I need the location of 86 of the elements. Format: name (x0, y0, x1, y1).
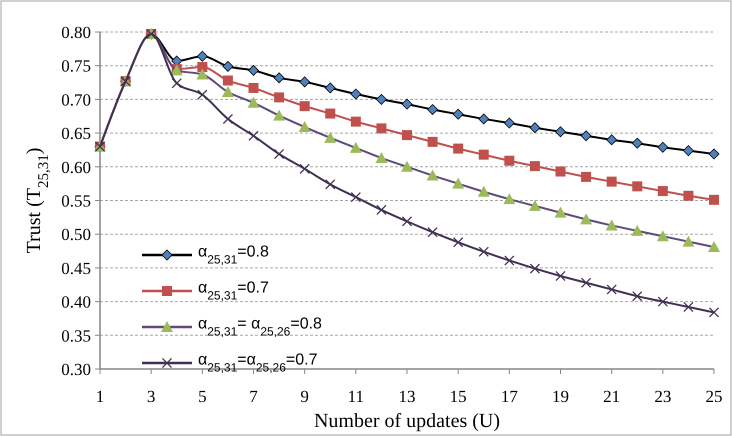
point (300, 101, 310, 112)
legend-label: α$_{25,31}$=0.7 (198, 280, 269, 303)
point (478, 150, 489, 160)
y-tick-label: 0.50 (61, 225, 91, 244)
x-tick-label: 3 (146, 387, 156, 406)
point (248, 82, 258, 93)
point (452, 108, 464, 120)
point (606, 134, 618, 146)
point (683, 190, 694, 201)
y-tick-label: 0.40 (61, 292, 91, 312)
point (376, 204, 386, 215)
point (428, 227, 438, 238)
point (197, 62, 208, 72)
point (581, 278, 592, 288)
point (350, 192, 361, 202)
x-tick-label: 1 (96, 387, 104, 406)
x-tick-label: 7 (249, 387, 258, 406)
point (632, 138, 643, 149)
point (709, 307, 719, 318)
point (197, 90, 208, 100)
point (606, 284, 617, 294)
y-tick-label: 0.30 (61, 360, 91, 379)
y-tick-label: 0.80 (61, 22, 91, 42)
x-tick-label: 23 (654, 387, 672, 406)
x-tick-label: 5 (198, 387, 207, 406)
point (248, 130, 258, 141)
point (274, 72, 284, 84)
point (300, 164, 310, 174)
y-tick-label: 0.45 (61, 258, 91, 278)
x-axis-title: Number of updates (U) (314, 410, 500, 432)
point (402, 98, 412, 110)
point (376, 94, 387, 105)
point (453, 144, 464, 154)
point (324, 82, 336, 94)
point (556, 166, 566, 177)
point (530, 161, 540, 172)
point (632, 181, 642, 192)
point (504, 118, 515, 128)
x-tick-label: 25 (706, 387, 722, 406)
point (709, 194, 719, 205)
y-tick-label: 0.60 (61, 158, 91, 177)
point (196, 50, 208, 62)
legend-label: α$_{25,31}$=α$_{25,26}$=0.7 (198, 352, 318, 375)
x-tick-label: 11 (348, 387, 364, 406)
point (478, 114, 490, 124)
point (222, 76, 233, 86)
point (658, 296, 668, 307)
point (658, 186, 668, 196)
x-tick-label: 13 (398, 387, 416, 406)
point (504, 255, 514, 266)
point (402, 216, 412, 226)
point (222, 60, 234, 72)
point (248, 65, 259, 76)
y-tick-label: 0.55 (61, 191, 91, 210)
point (427, 104, 438, 115)
y-tick-label: 0.35 (61, 326, 91, 346)
x-tick-label: 21 (603, 387, 620, 406)
point (402, 130, 412, 140)
point (708, 148, 720, 160)
x-tick-label: 9 (300, 387, 309, 406)
point (274, 92, 284, 102)
x-tick-label: 17 (500, 387, 518, 406)
point (683, 145, 694, 156)
y-tick-label: 0.70 (61, 90, 91, 110)
legend-label: α$_{25,31}$=0.8 (198, 244, 269, 267)
point (657, 142, 668, 153)
point (325, 108, 336, 119)
legend-label: α$_{25,31}$= α$_{25,26}$=0.8 (198, 316, 322, 339)
point (580, 130, 592, 142)
x-tick-label: 15 (450, 387, 467, 406)
point (530, 264, 540, 274)
point (453, 237, 464, 248)
point (222, 114, 233, 124)
point (504, 156, 514, 166)
point (428, 136, 438, 147)
y-tick-label: 0.75 (61, 56, 91, 76)
x-tick-label: 19 (552, 387, 569, 406)
point (581, 172, 592, 182)
point (350, 116, 361, 127)
point (350, 88, 362, 100)
point (530, 122, 540, 134)
point (376, 123, 386, 134)
y-tick-label: 0.65 (61, 124, 91, 144)
point (555, 126, 566, 138)
point (299, 76, 310, 88)
point (606, 176, 617, 187)
